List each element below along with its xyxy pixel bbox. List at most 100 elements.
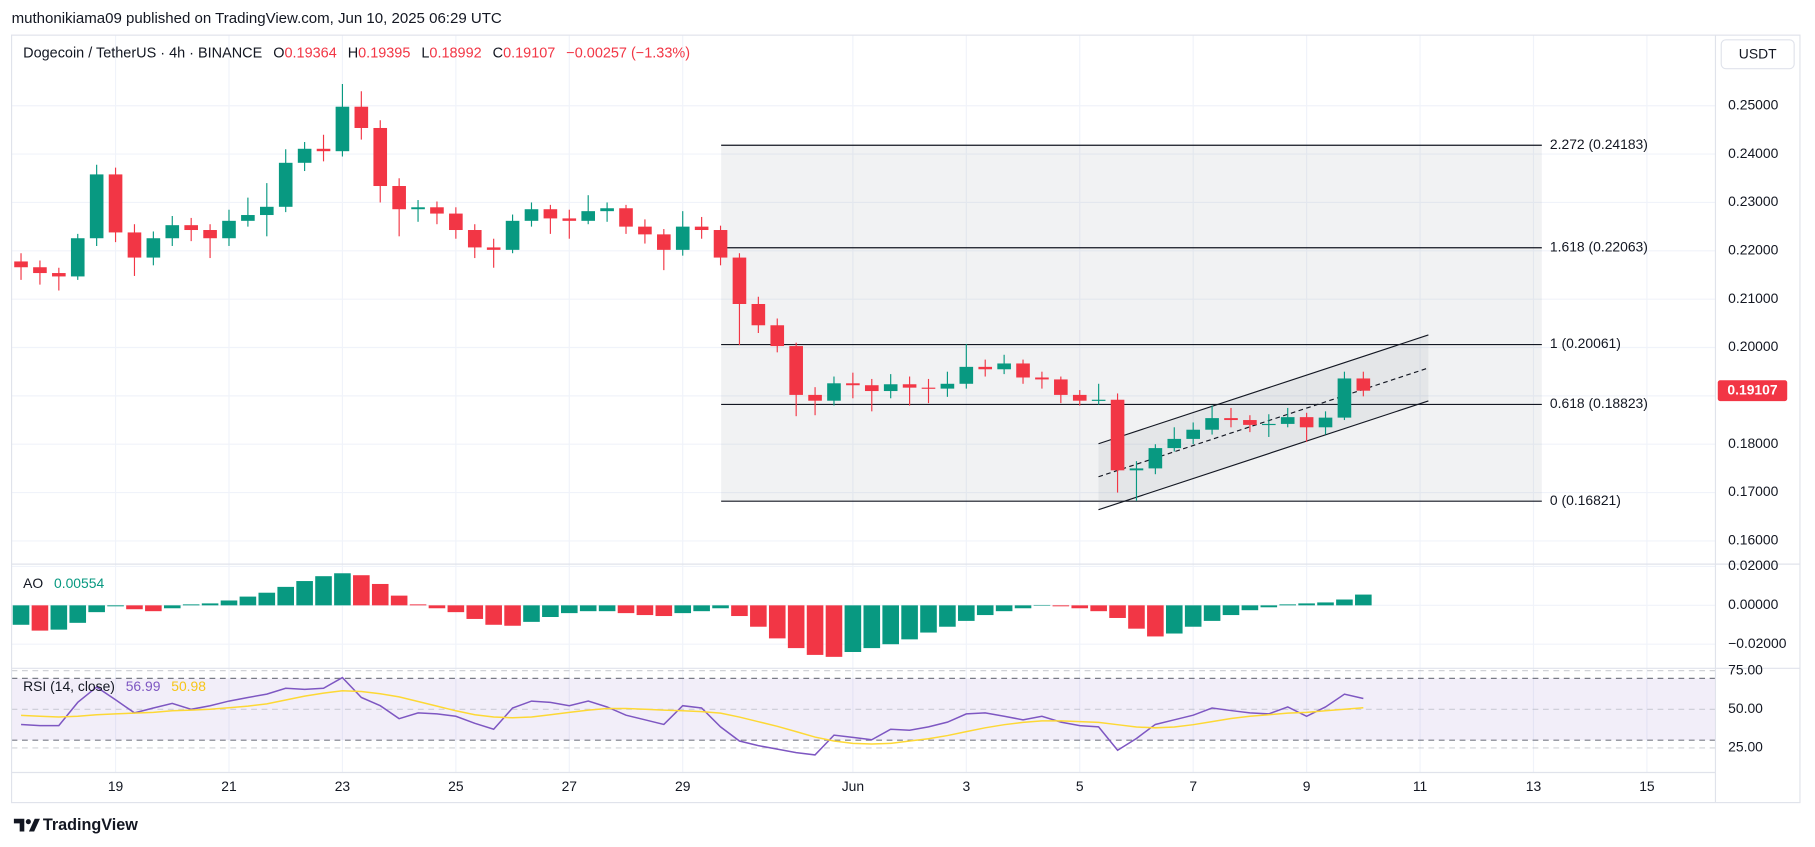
ao-bar <box>787 605 805 649</box>
last-price-label: 0.19107 <box>1727 381 1777 397</box>
candle-body <box>392 186 406 210</box>
ao-bar <box>1090 605 1107 612</box>
rsi-name: RSI (14, close) <box>23 678 115 694</box>
ao-bar <box>844 605 862 652</box>
candle-body <box>146 238 161 258</box>
ao-bar <box>995 605 1013 612</box>
candle-body <box>1243 420 1257 425</box>
candle-body <box>1299 417 1314 428</box>
candle-body <box>430 207 444 214</box>
ao-bar <box>182 604 200 606</box>
rsi-tick-label: 50.00 <box>1728 700 1763 716</box>
ao-bar <box>296 581 313 606</box>
candle-body <box>70 238 85 277</box>
ao-bar <box>1147 605 1164 637</box>
candle-body <box>1054 379 1068 395</box>
ao-bar <box>1317 602 1334 606</box>
x-tick-label: 9 <box>1303 778 1311 794</box>
ao-bar <box>220 600 238 606</box>
candle-body <box>505 220 520 250</box>
legend-key: L <box>421 45 429 61</box>
candle-body <box>1091 399 1106 401</box>
candle-body <box>808 394 822 401</box>
legend-value: 0.19395 <box>358 45 410 61</box>
fib-label: 1 (0.20061) <box>1550 335 1621 351</box>
candle-body <box>902 384 917 388</box>
candle-body <box>108 174 123 233</box>
candle-body <box>864 385 879 392</box>
candle-body <box>373 127 388 187</box>
candles <box>14 83 1371 501</box>
ao-bar <box>1109 605 1126 618</box>
x-tick-label: 15 <box>1639 778 1655 794</box>
y-tick-label: 0.17000 <box>1728 483 1778 499</box>
x-tick-label: Jun <box>842 778 864 794</box>
candle-body <box>184 225 198 231</box>
candle-body <box>1110 399 1125 471</box>
legend-value: 0.18992 <box>429 45 481 61</box>
ao-bar <box>1260 605 1278 608</box>
ao-bar <box>107 605 124 607</box>
ao-bar <box>126 605 143 610</box>
candle-body <box>297 148 312 163</box>
candle-body <box>1205 418 1219 430</box>
ao-bar <box>409 604 427 606</box>
ao-bar <box>447 605 465 613</box>
ao-bar <box>882 605 899 645</box>
currency[interactable]: USDT <box>1739 46 1777 62</box>
x-tick-label: 11 <box>1413 778 1428 794</box>
ao-bar <box>1033 604 1051 606</box>
ao-bar <box>315 576 332 606</box>
ao-bar <box>1355 594 1372 606</box>
candle-body <box>619 208 633 227</box>
rsi-line <box>21 690 1364 745</box>
symbol-title: Dogecoin / TetherUS · 4h · BINANCE <box>23 45 262 61</box>
frame <box>10 34 1801 804</box>
candle-body <box>222 220 236 239</box>
ao-bar <box>466 605 484 619</box>
fib-label: 0.618 (0.18823) <box>1550 395 1648 411</box>
y-tick-label: 0.21000 <box>1728 290 1778 306</box>
ao-bar <box>655 605 673 617</box>
ao-bar <box>277 586 295 606</box>
rsi-legend: RSI (14, close) 56.99 50.98 <box>23 678 206 694</box>
ao-bar <box>1222 605 1240 616</box>
axes: 0.160000.170000.180000.190000.200000.210… <box>108 96 1787 794</box>
candle-body <box>789 346 803 395</box>
ao-last-value: 0.00554 <box>54 574 104 590</box>
ao-bar <box>863 605 881 649</box>
fib-fill <box>721 145 1542 502</box>
candle-body <box>732 257 747 304</box>
candle-body <box>1129 468 1144 471</box>
rsi-band <box>11 670 1716 749</box>
y-tick-label: 0.23000 <box>1728 193 1778 209</box>
candle-body <box>1035 377 1049 380</box>
ao-bar <box>579 605 597 612</box>
ao-name: AO <box>23 574 43 590</box>
ao-bar <box>1128 605 1145 629</box>
legend-value: 0.19107 <box>503 45 555 61</box>
ao-bar <box>768 605 786 639</box>
ao-bar <box>617 605 635 614</box>
ao-bar <box>976 605 994 616</box>
fib-label: 0 (0.16821) <box>1550 492 1621 508</box>
currency-button[interactable] <box>1720 39 1795 70</box>
ao-bar <box>1336 599 1353 606</box>
ao-bar <box>1071 605 1089 609</box>
fib-retracement <box>721 144 1542 502</box>
candle-body <box>600 208 614 212</box>
ao-bar <box>825 605 843 657</box>
brand: TradingView <box>43 816 138 834</box>
candle-body <box>89 174 104 239</box>
candle-body <box>581 211 596 221</box>
candle-body <box>1148 448 1163 469</box>
x-tick-label: 21 <box>221 778 237 794</box>
candle-body <box>1318 417 1333 428</box>
ao-bar <box>901 605 918 640</box>
ao-bar <box>806 605 824 655</box>
legend-key: C <box>493 45 503 61</box>
ao-bar <box>69 605 87 623</box>
ao-bar <box>163 605 181 609</box>
candle-body <box>449 213 463 231</box>
